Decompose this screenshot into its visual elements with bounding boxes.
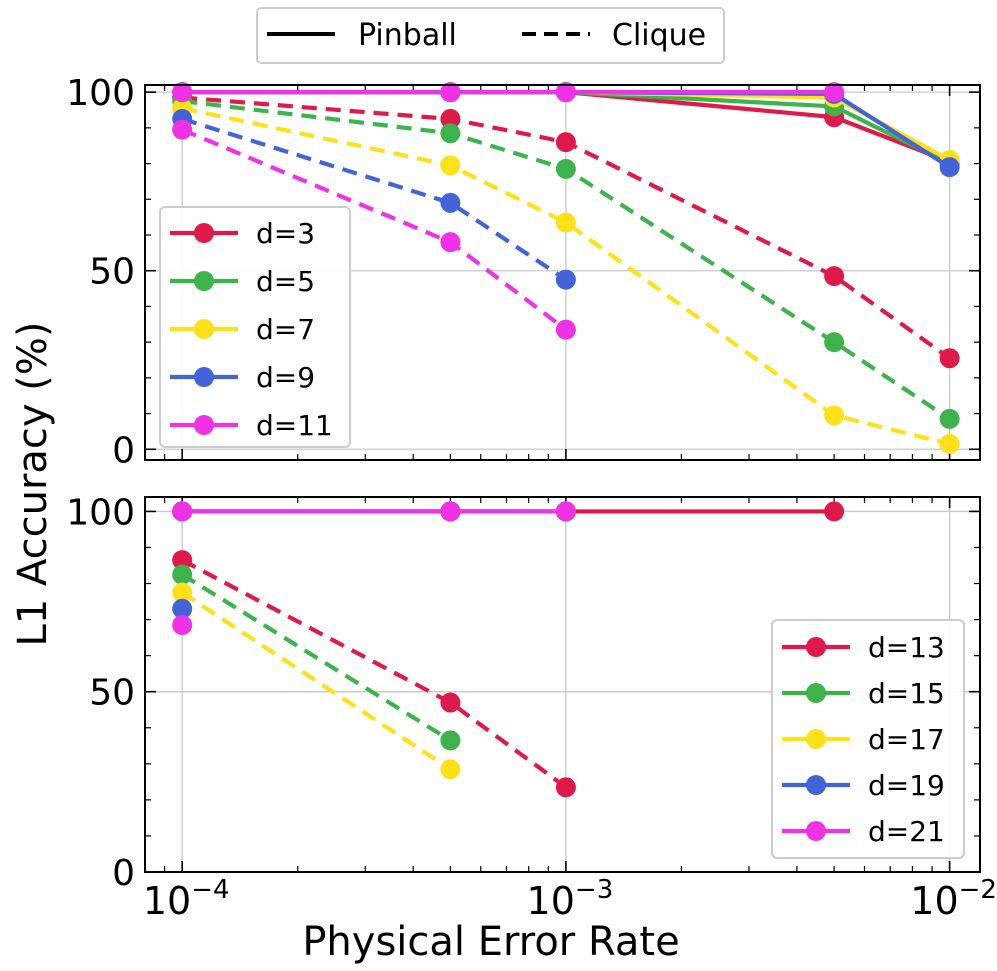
pinball-point-d=11 <box>555 82 576 103</box>
legend-label-d=7: d=7 <box>256 313 315 346</box>
clique-point-d=17 <box>440 759 461 780</box>
legend-marker-d=11 <box>194 415 214 435</box>
clique-point-d=11 <box>440 232 461 253</box>
clique-point-d=11 <box>555 319 576 340</box>
clique-point-d=3 <box>824 266 845 287</box>
clique-point-d=19 <box>172 598 193 619</box>
plot-frame <box>144 496 981 873</box>
y-axis-label: L1 Accuracy (%) <box>10 322 56 647</box>
clique-point-d=15 <box>440 730 461 751</box>
legend-marker-d=13 <box>806 637 826 657</box>
legend-marker-d=21 <box>806 821 826 841</box>
pinball-point-d=21 <box>172 501 193 522</box>
clique-line-d=17 <box>181 590 452 771</box>
legend-label-d=11: d=11 <box>256 409 333 442</box>
y-tick-label: 100 <box>66 492 135 533</box>
legend-label-d=3: d=3 <box>256 217 315 250</box>
legend-marker-d=15 <box>806 683 826 703</box>
clique-point-d=7 <box>440 155 461 176</box>
clique-point-d=3 <box>555 132 576 153</box>
clique-point-d=3 <box>440 108 461 129</box>
x-tick-label: 10−4 <box>143 875 230 923</box>
clique-line-d=9 <box>181 116 568 282</box>
pinball-point-d=13 <box>824 501 845 522</box>
clique-point-d=7 <box>555 212 576 233</box>
legend-label-d=5: d=5 <box>256 265 315 298</box>
pinball-point-d=11 <box>824 82 845 103</box>
pinball-point-d=21 <box>440 501 461 522</box>
bottom-panel: 0 50 100 10−4 10−3 10−2 d=13 d=15 d=17 d=19 d=21 <box>66 492 997 923</box>
legend-label-d=13: d=13 <box>868 631 945 664</box>
clique-point-d=5 <box>555 158 576 179</box>
x-axis-label: Physical Error Rate <box>302 919 679 965</box>
top-panel: 0 50 100 d=3 d=5 d=7 d=9 d=11 <box>66 73 981 471</box>
y-tick-label: 100 <box>66 73 135 114</box>
legend-label-d=21: d=21 <box>868 815 945 848</box>
clique-point-d=13 <box>555 777 576 798</box>
clique-point-d=3 <box>939 348 960 369</box>
clique-point-d=11 <box>172 119 193 140</box>
plot-frame <box>144 84 981 461</box>
legend-marker-d=9 <box>194 367 214 387</box>
clique-point-d=9 <box>555 269 576 290</box>
clique-legend-label: Clique <box>612 18 706 53</box>
clique-point-d=15 <box>172 564 193 585</box>
legend-label-d=19: d=19 <box>868 769 945 802</box>
y-tick-label: 0 <box>112 853 135 894</box>
x-tick-label: 10−3 <box>527 875 614 923</box>
y-tick-label: 50 <box>89 673 135 714</box>
clique-point-d=13 <box>172 550 193 571</box>
y-tick-label: 0 <box>112 430 135 471</box>
x-tick-label: 10−2 <box>910 875 997 923</box>
clique-point-d=5 <box>939 408 960 429</box>
legend-marker-d=7 <box>194 319 214 339</box>
y-tick-label: 50 <box>89 252 135 293</box>
clique-line-d=7 <box>181 106 951 446</box>
clique-point-d=5 <box>440 123 461 144</box>
series-legend-frame <box>159 206 351 448</box>
clique-point-d=9 <box>440 192 461 213</box>
legend-marker-d=19 <box>806 775 826 795</box>
clique-point-d=13 <box>440 692 461 713</box>
style-legend: Pinball Clique <box>256 7 725 64</box>
pinball-point-d=9 <box>939 157 960 178</box>
clique-point-d=7 <box>939 433 960 454</box>
pinball-point-d=11 <box>172 82 193 103</box>
clique-line-d=15 <box>181 572 452 743</box>
clique-point-d=5 <box>824 332 845 353</box>
pinball-point-d=11 <box>440 82 461 103</box>
series-legend-frame <box>771 619 965 859</box>
legend-marker-d=3 <box>194 223 214 243</box>
legend-label-d=17: d=17 <box>868 723 945 756</box>
clique-point-d=7 <box>824 405 845 426</box>
clique-point-d=21 <box>172 615 193 636</box>
legend-marker-d=5 <box>194 271 214 291</box>
legend-marker-d=17 <box>806 729 826 749</box>
pinball-legend-label: Pinball <box>358 18 457 53</box>
legend-label-d=15: d=15 <box>868 677 945 710</box>
clique-point-d=17 <box>172 582 193 603</box>
clique-line-d=13 <box>181 558 568 789</box>
pinball-point-d=21 <box>555 501 576 522</box>
legend-label-d=9: d=9 <box>256 361 315 394</box>
style-legend-frame <box>256 7 725 64</box>
